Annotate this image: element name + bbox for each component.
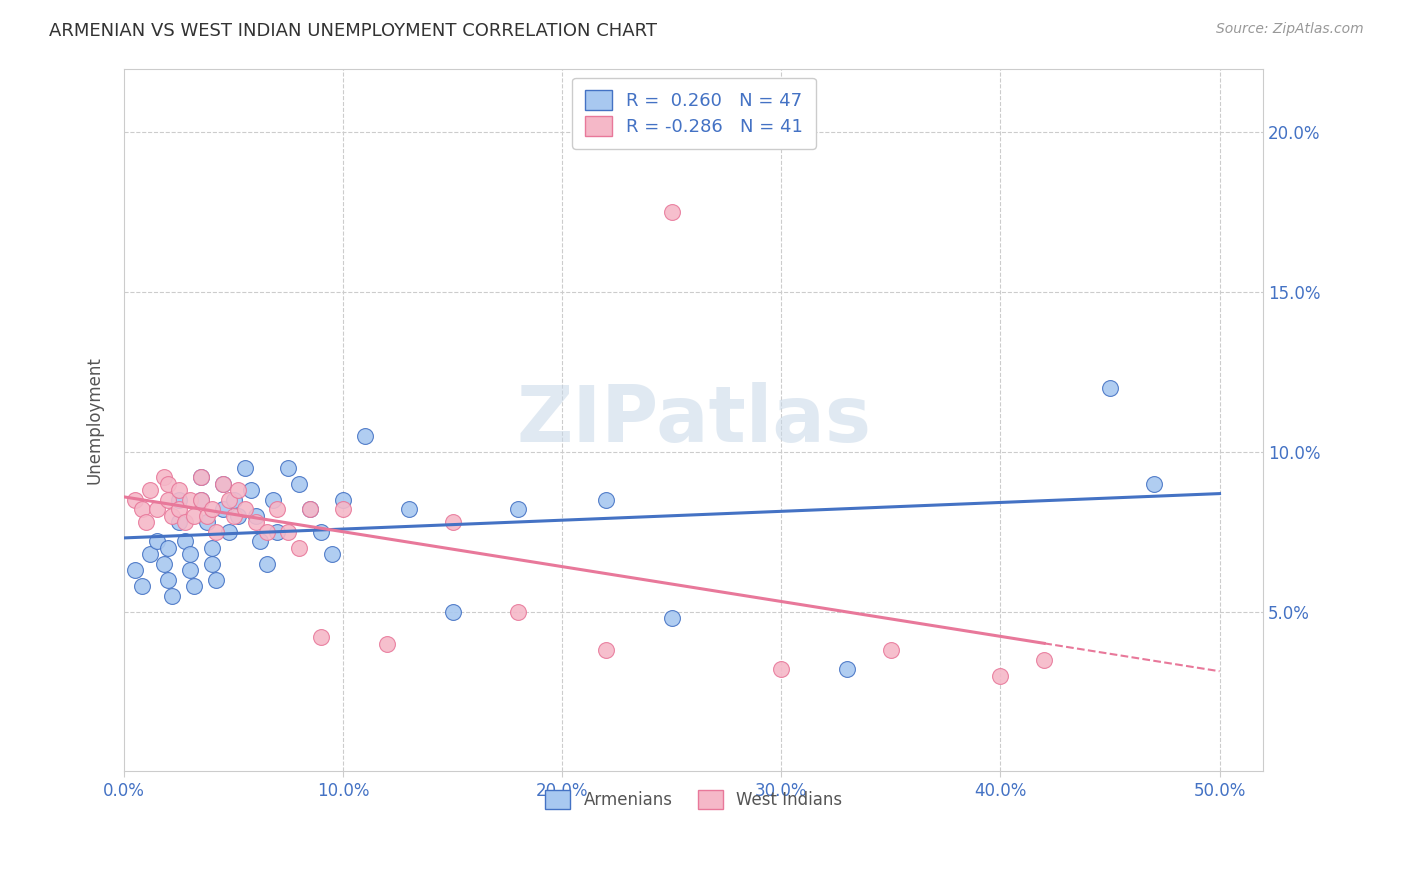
Point	[218, 524, 240, 539]
Point	[201, 557, 224, 571]
Point	[190, 492, 212, 507]
Point	[146, 534, 169, 549]
Point	[152, 470, 174, 484]
Point	[311, 630, 333, 644]
Point	[595, 643, 617, 657]
Point	[299, 502, 322, 516]
Point	[1033, 652, 1056, 666]
Point	[156, 492, 179, 507]
Point	[508, 605, 530, 619]
Point	[195, 508, 218, 523]
Point	[835, 662, 858, 676]
Point	[256, 557, 278, 571]
Point	[135, 515, 157, 529]
Point	[1098, 381, 1121, 395]
Point	[441, 605, 464, 619]
Point	[1143, 476, 1166, 491]
Point	[167, 502, 190, 516]
Point	[174, 534, 197, 549]
Point	[183, 508, 205, 523]
Point	[245, 515, 267, 529]
Point	[174, 515, 197, 529]
Point	[139, 547, 162, 561]
Point	[179, 563, 201, 577]
Point	[156, 476, 179, 491]
Point	[332, 492, 354, 507]
Point	[205, 573, 228, 587]
Point	[508, 502, 530, 516]
Legend: Armenians, West Indians: Armenians, West Indians	[538, 784, 849, 816]
Point	[167, 492, 190, 507]
Point	[131, 502, 153, 516]
Point	[277, 524, 299, 539]
Point	[190, 470, 212, 484]
Point	[990, 668, 1012, 682]
Point	[332, 502, 354, 516]
Point	[266, 524, 288, 539]
Point	[321, 547, 343, 561]
Point	[245, 508, 267, 523]
Point	[226, 483, 249, 498]
Point	[162, 589, 184, 603]
Point	[398, 502, 420, 516]
Point	[661, 205, 683, 219]
Point	[661, 611, 683, 625]
Point	[179, 492, 201, 507]
Point	[262, 492, 284, 507]
Point	[354, 429, 377, 443]
Point	[277, 461, 299, 475]
Point	[266, 502, 288, 516]
Point	[190, 492, 212, 507]
Point	[167, 515, 190, 529]
Point	[211, 476, 233, 491]
Point	[211, 476, 233, 491]
Text: ARMENIAN VS WEST INDIAN UNEMPLOYMENT CORRELATION CHART: ARMENIAN VS WEST INDIAN UNEMPLOYMENT COR…	[49, 22, 657, 40]
Point	[441, 515, 464, 529]
Point	[256, 524, 278, 539]
Point	[311, 524, 333, 539]
Point	[288, 541, 311, 555]
Point	[183, 579, 205, 593]
Point	[124, 563, 146, 577]
Point	[240, 483, 263, 498]
Point	[288, 476, 311, 491]
Point	[139, 483, 162, 498]
Point	[201, 502, 224, 516]
Point	[218, 492, 240, 507]
Point	[375, 637, 398, 651]
Point	[880, 643, 903, 657]
Point	[152, 557, 174, 571]
Point	[131, 579, 153, 593]
Point	[205, 524, 228, 539]
Point	[162, 508, 184, 523]
Point	[249, 534, 271, 549]
Point	[156, 541, 179, 555]
Point	[195, 515, 218, 529]
Point	[299, 502, 322, 516]
Point	[124, 492, 146, 507]
Text: Source: ZipAtlas.com: Source: ZipAtlas.com	[1216, 22, 1364, 37]
Point	[201, 541, 224, 555]
Point	[211, 502, 233, 516]
Point	[190, 470, 212, 484]
Point	[222, 508, 245, 523]
Point	[226, 508, 249, 523]
Point	[233, 502, 256, 516]
Point	[595, 492, 617, 507]
Point	[770, 662, 793, 676]
Point	[179, 547, 201, 561]
Y-axis label: Unemployment: Unemployment	[86, 356, 103, 483]
Point	[222, 492, 245, 507]
Point	[146, 502, 169, 516]
Text: ZIPatlas: ZIPatlas	[516, 382, 872, 458]
Point	[156, 573, 179, 587]
Point	[167, 483, 190, 498]
Point	[233, 461, 256, 475]
